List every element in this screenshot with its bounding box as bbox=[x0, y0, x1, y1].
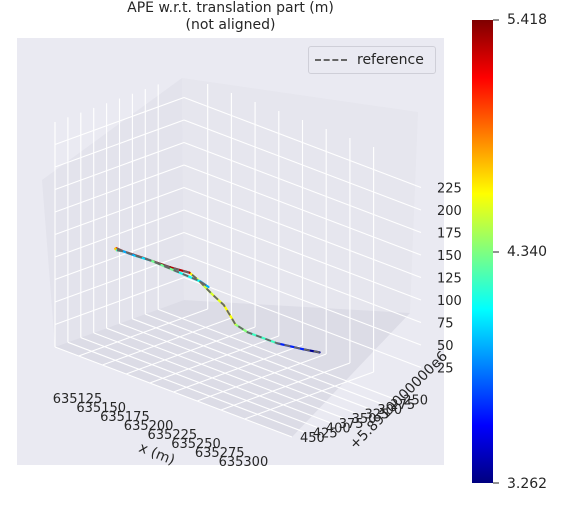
trajectory bbox=[113, 247, 321, 354]
z-tick-label: 25 bbox=[437, 362, 454, 377]
legend: reference bbox=[308, 46, 436, 74]
chart-subtitle: (not aligned) bbox=[185, 17, 276, 33]
legend-dash-swatch bbox=[315, 59, 347, 61]
z-tick-label: 175 bbox=[437, 227, 462, 242]
x-tick-label: 635175 bbox=[100, 410, 150, 425]
x-tick-label: 635150 bbox=[76, 401, 126, 416]
y-tick-label: 350 bbox=[352, 412, 377, 427]
z-tick-label: 50 bbox=[437, 339, 454, 354]
colorbar-label-mid: 4.340 bbox=[507, 244, 548, 260]
floor-pane bbox=[55, 300, 410, 437]
z-tick-label: 100 bbox=[437, 294, 462, 309]
colorbar-label-max: 5.418 bbox=[507, 12, 548, 28]
tick-labels: 6351256351506351756352006352256352506352… bbox=[53, 182, 462, 471]
x-tick-label: 635200 bbox=[124, 419, 174, 434]
y-tick-label: 450 bbox=[300, 431, 325, 446]
x-tick-label: 635300 bbox=[219, 455, 269, 470]
y-tick-label: 425 bbox=[313, 426, 338, 441]
x-tick-label: 635275 bbox=[195, 446, 245, 461]
legend-label-reference: reference bbox=[357, 52, 424, 68]
x-tick-label: 635250 bbox=[171, 437, 221, 452]
z-tick-label: 125 bbox=[437, 272, 462, 287]
y-tick-label: 375 bbox=[339, 417, 364, 432]
y-tick-label: 400 bbox=[326, 422, 351, 437]
left-pane bbox=[42, 78, 184, 347]
y-tick-label: 250 bbox=[403, 393, 428, 408]
axes-3d bbox=[17, 38, 444, 465]
grid bbox=[54, 84, 422, 438]
reference-line bbox=[113, 247, 320, 354]
z-tick-label: 150 bbox=[437, 249, 462, 264]
y-tick-label: 300 bbox=[377, 403, 402, 418]
y-tick-label: 275 bbox=[390, 398, 415, 413]
colorbar-label-min: 3.262 bbox=[507, 476, 548, 492]
z-tick-label: 225 bbox=[437, 182, 462, 197]
z-tick-label: 75 bbox=[437, 317, 454, 332]
chart-title: APE w.r.t. translation part (m) bbox=[127, 0, 334, 16]
colorbar-gradient bbox=[472, 20, 493, 483]
estimate-segment bbox=[246, 331, 278, 345]
x-tick-label: 635125 bbox=[53, 392, 103, 407]
colorbar bbox=[472, 19, 499, 484]
y-tick-label: 325 bbox=[365, 408, 390, 423]
x-tick-label: 635225 bbox=[148, 428, 198, 443]
z-tick-label: 200 bbox=[437, 204, 462, 219]
